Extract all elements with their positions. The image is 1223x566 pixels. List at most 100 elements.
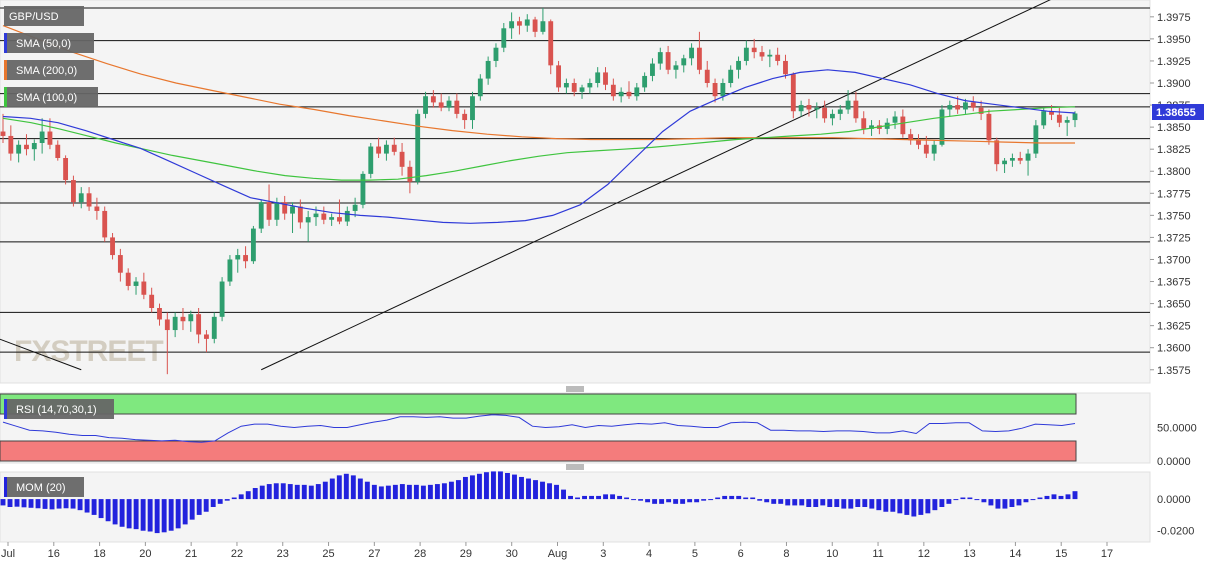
candle: [133, 277, 139, 295]
candle-body: [282, 202, 288, 214]
sma100-tag[interactable]: SMA (100,0): [4, 87, 98, 107]
candle: [250, 225, 256, 264]
mom-bar: [392, 484, 398, 500]
mom-bar: [245, 491, 251, 500]
mom-bar: [596, 495, 602, 500]
candle-body: [939, 109, 945, 145]
candle-body: [172, 316, 178, 331]
candle: [1056, 107, 1062, 128]
candle-body: [235, 255, 241, 260]
symbol-tag[interactable]: GBP/USD: [4, 6, 84, 26]
candle-body: [1056, 114, 1062, 123]
mom-bar: [631, 499, 637, 501]
mom-bar: [315, 484, 321, 500]
mom-bar: [126, 499, 132, 529]
candle-body: [673, 65, 679, 70]
sma100-line: [2, 106, 1076, 181]
candle-body: [1072, 113, 1078, 121]
candle: [673, 60, 679, 79]
candle: [978, 100, 984, 121]
mom-bar: [687, 499, 693, 503]
mom-bar: [834, 499, 840, 507]
candle-body: [892, 116, 898, 123]
candle: [16, 140, 22, 163]
candle-body: [383, 144, 389, 154]
candle: [63, 155, 69, 185]
mom-bar: [610, 494, 616, 500]
candle: [125, 268, 131, 291]
candle: [493, 43, 499, 68]
sma50-tag[interactable]: SMA (50,0): [4, 33, 94, 53]
candle: [822, 100, 828, 123]
candle-body: [704, 69, 710, 83]
candle-body: [438, 102, 444, 108]
candle-body: [861, 118, 867, 129]
candle: [532, 16, 538, 38]
mom-bar: [666, 499, 672, 503]
mom-bar: [680, 499, 686, 504]
mom-bar: [855, 499, 861, 507]
candle-body: [16, 144, 22, 154]
candle-body: [266, 202, 272, 220]
candle: [141, 272, 147, 300]
candle-body: [532, 19, 538, 32]
resize-handle-rsi[interactable]: [566, 464, 584, 470]
mom-bar: [308, 485, 314, 500]
candle-body: [963, 102, 968, 110]
mom-tag[interactable]: MOM (20): [4, 477, 84, 497]
price-tick-label: 1.3950: [1157, 34, 1191, 46]
sma100-label: SMA (100,0): [16, 92, 77, 104]
candle-body: [955, 105, 961, 110]
candle: [814, 102, 820, 119]
mom-bar: [897, 499, 903, 514]
price-tick-label: 1.3725: [1157, 232, 1191, 244]
price-pane: [0, 0, 1151, 384]
candle: [86, 187, 92, 211]
price-tick-label: 1.3775: [1157, 188, 1191, 200]
candle-body: [720, 83, 726, 97]
candle: [211, 312, 217, 344]
resize-handle-price[interactable]: [566, 386, 584, 392]
candle: [736, 56, 741, 79]
candle: [892, 111, 898, 129]
sma-lines: [2, 25, 1076, 224]
sma200-tag[interactable]: SMA (200,0): [4, 60, 94, 80]
candle: [454, 93, 460, 119]
candle-body: [790, 74, 796, 112]
candle-body: [923, 144, 929, 154]
sma200-label: SMA (200,0): [16, 65, 77, 77]
candle-body: [618, 91, 624, 97]
time-tick-label: 28: [414, 548, 426, 560]
time-tick-label: 10: [826, 548, 838, 560]
candle: [728, 65, 734, 88]
candle: [603, 67, 608, 91]
time-tick-label: 15: [1055, 548, 1067, 560]
candle: [806, 98, 812, 117]
candle-body: [1009, 158, 1015, 161]
candle-body: [415, 113, 421, 182]
candle-body: [329, 217, 335, 220]
mom-bar: [1072, 491, 1078, 500]
mom-bar: [533, 480, 538, 500]
candle: [383, 140, 389, 161]
mom-bar: [694, 499, 700, 503]
candle-body: [681, 58, 687, 66]
mom-bar: [182, 499, 188, 525]
mom-bar: [701, 499, 707, 501]
mom-bar: [925, 499, 931, 514]
candle: [963, 98, 968, 114]
candle-body: [305, 217, 311, 223]
rsi-tag[interactable]: RSI (14,70,30,1): [4, 399, 114, 419]
candle-body: [258, 202, 264, 229]
candle-body: [970, 102, 976, 108]
candle: [970, 96, 976, 112]
candle-body: [650, 63, 655, 76]
candle-body: [352, 204, 358, 211]
candle-body: [642, 75, 648, 88]
mom-bar: [1065, 494, 1071, 500]
mom-bar: [294, 484, 300, 500]
candle-body: [548, 21, 554, 66]
mom-bar: [217, 499, 223, 504]
candle: [438, 93, 444, 112]
mom-bar: [575, 497, 580, 500]
